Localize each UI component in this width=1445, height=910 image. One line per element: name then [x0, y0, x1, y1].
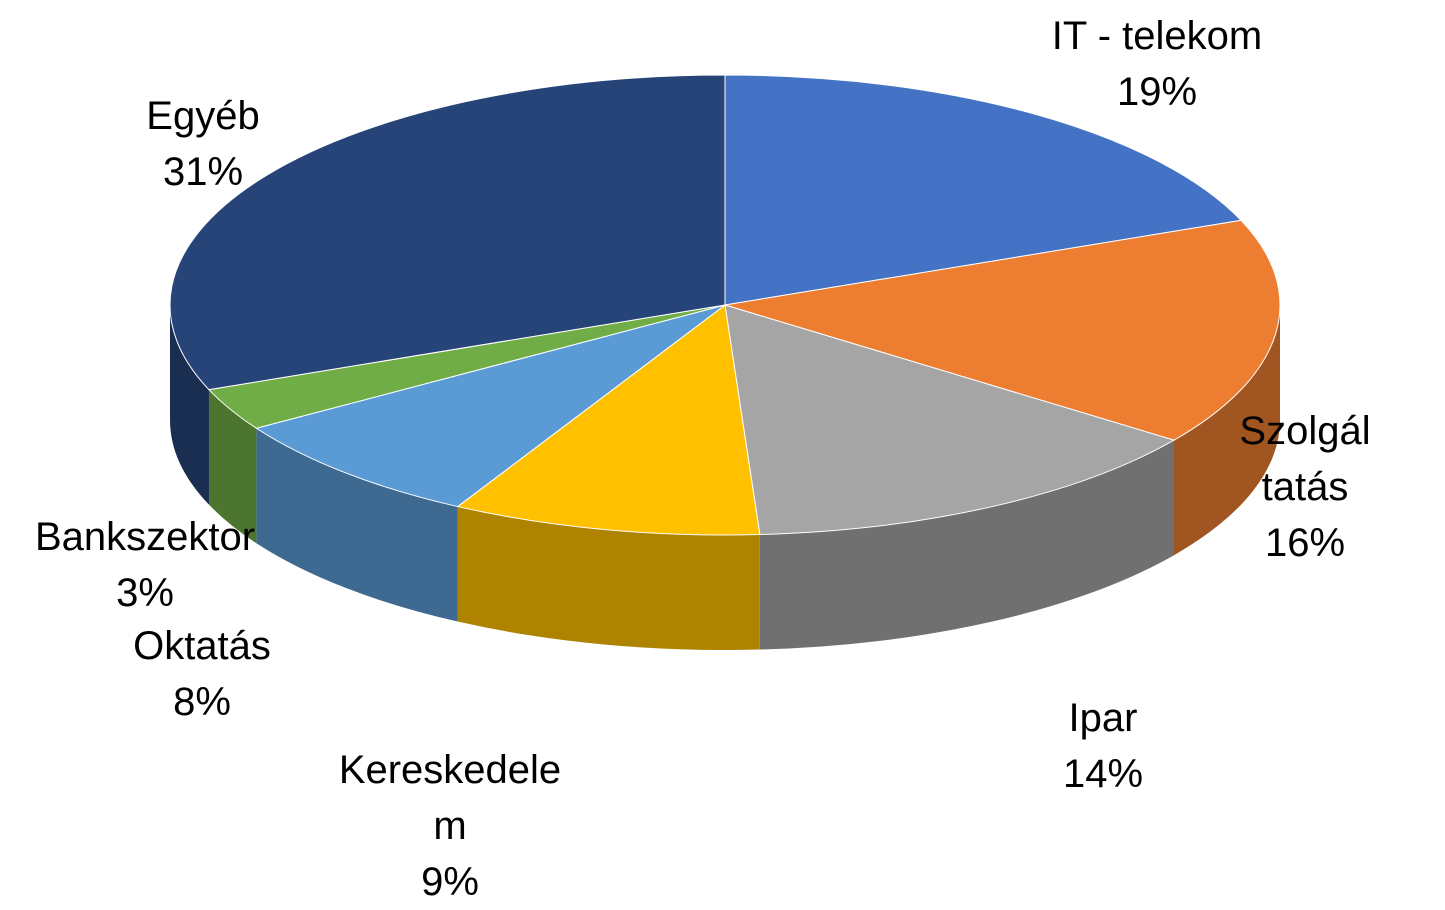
data-label: Kereskedelem 9%	[330, 742, 570, 910]
value-label: 9%	[421, 860, 479, 904]
category-label: Ipar	[1068, 696, 1138, 740]
value-label: 19%	[1116, 70, 1198, 114]
value-label: 8%	[173, 680, 231, 724]
data-label: Ipar 14%	[1063, 690, 1143, 802]
value-label: 31%	[162, 150, 244, 194]
slice	[724, 74, 1243, 306]
slice	[724, 304, 1176, 536]
slice	[724, 219, 1281, 441]
value-label: 3%	[116, 571, 174, 615]
data-label: Egyéb 31%	[146, 88, 259, 200]
category-label: Egyéb	[146, 94, 260, 138]
data-label: Szolgáltatás 16%	[1235, 403, 1375, 571]
category-label: Szolgáltatás	[1239, 409, 1371, 509]
slice-side	[256, 428, 458, 622]
value-label: 14%	[1062, 752, 1144, 796]
slice-side	[1174, 305, 1280, 556]
slice-side	[170, 305, 209, 505]
category-label: Kereskedelem	[338, 748, 562, 848]
category-label: IT - telekom	[1051, 14, 1263, 58]
data-label: Bankszektor 3%	[35, 509, 255, 621]
category-label: Bankszektor	[34, 515, 256, 559]
slice-side	[208, 389, 257, 544]
slice	[169, 74, 726, 391]
data-label: Oktatás 8%	[133, 618, 271, 730]
data-label: IT - telekom 19%	[1052, 8, 1262, 120]
slice	[255, 304, 726, 508]
value-label: 16%	[1264, 521, 1346, 565]
slice	[456, 304, 761, 536]
category-label: Oktatás	[133, 624, 271, 668]
slice-side	[759, 440, 1175, 650]
slice-side	[457, 506, 760, 651]
